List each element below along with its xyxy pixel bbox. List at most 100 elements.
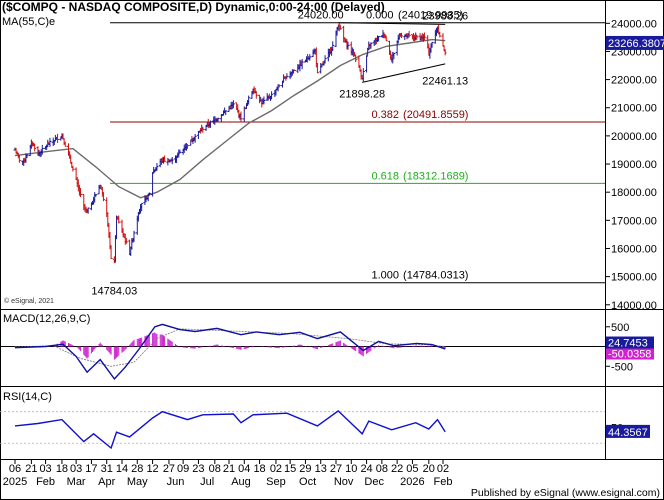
rsi-value: 44.3567 (608, 427, 648, 439)
price-y-tick-label: 15000.00 (611, 272, 657, 284)
x-axis-month-label: Apr (98, 476, 115, 488)
last-price-value: 23266.3807 (608, 38, 664, 50)
x-axis-day-label: 21 (25, 463, 37, 475)
price-bar (443, 49, 447, 56)
price-bar (282, 74, 286, 83)
price-y-tick-label: 20000.00 (611, 131, 657, 143)
price-y-tick-label: 24000.00 (611, 18, 657, 30)
price-bar (239, 111, 243, 123)
price-bar (140, 202, 144, 212)
rsi-label: RSI(14,C) (3, 391, 52, 403)
rsi-value-box (606, 424, 650, 438)
fib-level-value: (20491.8559) (403, 109, 468, 121)
price-bar (186, 145, 190, 149)
ma-legend: MA(55,C)e (2, 16, 55, 28)
price-bar (184, 143, 188, 151)
price-bar (331, 41, 335, 51)
price-y-tick-label: 19000.00 (611, 159, 657, 171)
x-axis-day-label: 13 (315, 463, 327, 475)
price-bar (132, 230, 136, 242)
macd-value: 24.7453 (608, 338, 648, 350)
x-axis-day-label: 28 (131, 463, 143, 475)
x-axis-day-label: 03 (70, 463, 82, 475)
price-y-tick-label: 22000.00 (611, 75, 657, 87)
price-bar (231, 100, 235, 109)
price-bar (33, 143, 37, 152)
price-bar (117, 215, 121, 224)
price-bar (163, 155, 167, 163)
x-axis-month-label: Jul (200, 476, 214, 488)
trendline (338, 22, 446, 25)
price-bar (285, 73, 289, 79)
macd-line (14, 323, 446, 380)
price-bar (25, 153, 29, 159)
x-axis-day-label: 03 (39, 463, 51, 475)
price-bars (13, 23, 447, 264)
trendline (362, 63, 446, 83)
x-axis-day-label: 04 (238, 463, 250, 475)
x-axis-month-label: 2025 (3, 476, 27, 488)
publisher-footer: Published by eSignal (www.esignal.com) (471, 487, 660, 499)
fib-level-value: (18312.1689) (403, 170, 468, 182)
x-axis-day-label: 18 (253, 463, 265, 475)
x-axis-month-label: Oct (299, 476, 316, 488)
price-bar (17, 155, 21, 163)
fib-level-value: (14784.0313) (403, 270, 468, 282)
esignal-watermark: © eSignal, 2021 (4, 297, 54, 305)
x-axis-day-label: 24 (360, 463, 372, 475)
x-axis-day-label: 02 (270, 463, 282, 475)
x-axis-month-label: Mar (67, 476, 86, 488)
x-axis-day-label: 22 (391, 463, 403, 475)
macd-label: MACD(12,26,9,C) (3, 313, 90, 325)
fib-level-value: (24019.9935) (398, 10, 463, 22)
price-annotations: 24020.00 23988.26 22461.13 21898.28 14784.03 (91, 10, 468, 298)
x-axis-month-label: Aug (231, 476, 251, 488)
price-bar (254, 90, 258, 99)
price-bar (293, 69, 297, 72)
price-bar (216, 117, 220, 122)
fib-level-ratio: 1.000 (372, 270, 400, 282)
price-bar (422, 32, 426, 41)
price-bar (430, 41, 434, 48)
price-bar (300, 59, 304, 70)
last-price-tag: 23266.3807 (606, 35, 664, 50)
price-bar (361, 68, 365, 83)
price-y-tick-label: 21000.00 (611, 103, 657, 115)
x-axis: 06 21 03 18 03 17 31 14 28 12 27 09 23 08 21 04 18 02 15 29… (3, 460, 453, 488)
price-bar (147, 192, 151, 196)
price-bar (94, 193, 98, 197)
price-bar (392, 52, 396, 60)
price-y-tick-label: 17000.00 (611, 215, 657, 227)
price-bar (354, 54, 358, 63)
fib-level-ratio: 0.382 (372, 109, 400, 121)
price-annotation: 22461.13 (422, 76, 468, 88)
price-bar (323, 55, 327, 64)
x-axis-day-label: 02 (437, 463, 449, 475)
fib-level-label: 0.382 (20491.8559) (372, 109, 469, 121)
price-bar (86, 207, 90, 214)
price-bar (277, 84, 281, 88)
price-bar (247, 95, 251, 105)
x-axis-month-label: Jun (167, 476, 185, 488)
x-axis-month-label: Feb (434, 476, 453, 488)
fib-level-label: 1.000 (14784.0313) (372, 270, 469, 282)
rsi-value-tag: 44.3567 (606, 424, 650, 439)
x-axis-month-label: Nov (334, 476, 354, 488)
price-bar (48, 137, 52, 147)
price-bar (365, 55, 369, 73)
price-bar (308, 54, 312, 61)
macd-y-tick-label: 500 (611, 322, 629, 334)
price-y-tick-label: 18000.00 (611, 187, 657, 199)
price-bar (384, 35, 388, 42)
price-bar (400, 32, 404, 39)
price-annotation: 21898.28 (339, 88, 385, 100)
x-axis-day-label: 20 (423, 463, 435, 475)
last-price-box (606, 35, 664, 50)
price-bar (155, 163, 159, 171)
x-axis-day-label: 23 (192, 463, 204, 475)
price-bar (79, 188, 83, 198)
